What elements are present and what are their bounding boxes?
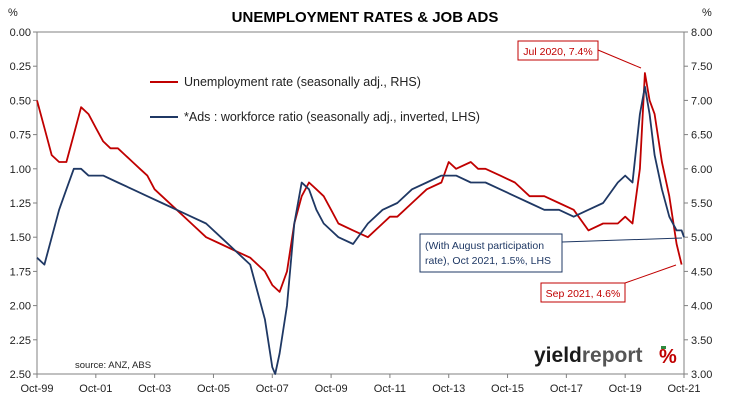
series-line-ads-workforce-ratio [36, 85, 685, 375]
left-tick-label: 1.50 [10, 232, 31, 244]
brand-word-report: report [582, 344, 643, 367]
series-line-unemployment-rate [36, 72, 683, 293]
left-tick-label: 1.00 [10, 164, 31, 176]
annotation-oct-2021: (With August participation rate), Oct 20… [419, 233, 683, 273]
brand-wordmark: yieldreport [534, 344, 643, 367]
brand-percent-accent [661, 346, 666, 349]
legend-label-unemployment: Unemployment rate (seasonally adj., RHS) [184, 75, 421, 89]
left-tick-label: 0.75 [10, 130, 31, 142]
annotation-line-1: (With August participation [425, 240, 544, 252]
annotation-text-oct-2021: (With August participation rate), Oct 20… [425, 240, 551, 267]
right-axis-unit: % [702, 7, 712, 19]
annotation-jul-2020: Jul 2020, 7.4% [517, 40, 642, 69]
brand-percent-icon: % [659, 346, 677, 368]
x-tick-label: Oct-07 [256, 383, 289, 395]
left-axis-unit: % [8, 7, 18, 19]
brand-word-yield: yield [534, 344, 582, 367]
x-tick-label: Oct-11 [374, 383, 406, 395]
right-tick-label: 3.50 [691, 335, 712, 347]
annotation-leader-oct-2021 [561, 237, 683, 243]
right-tick-label: 4.50 [691, 266, 712, 278]
x-tick-label: Oct-05 [197, 383, 230, 395]
annotation-sep-2021: Sep 2021, 4.6% [540, 264, 677, 303]
x-tick-label: Oct-01 [79, 383, 112, 395]
annotation-leader-jul-2020 [597, 49, 642, 69]
legend: Unemployment rate (seasonally adj., RHS)… [150, 75, 480, 124]
right-axis: 8.00 7.50 7.00 6.50 6.00 5.50 5.00 4.50 4.00 3.50… [684, 27, 712, 381]
right-tick-label: 8.00 [691, 27, 712, 39]
left-tick-label: 2.25 [10, 335, 31, 347]
source-note: source: ANZ, ABS [75, 360, 151, 371]
left-tick-label: 1.75 [10, 266, 31, 278]
right-tick-label: 6.50 [691, 130, 712, 142]
left-tick-label: 2.50 [10, 369, 31, 381]
annotation-box-sep-2021 [540, 282, 626, 303]
series-layer [36, 72, 685, 375]
annotation-line-2: rate), Oct 2021, 1.5%, LHS [425, 255, 551, 267]
right-tick-label: 5.50 [691, 198, 712, 210]
right-tick-label: 4.00 [691, 301, 712, 313]
x-tick-label: Oct-15 [491, 383, 524, 395]
x-tick-label: Oct-09 [315, 383, 348, 395]
x-tick-label: Oct-21 [667, 383, 700, 395]
x-tick-label: Oct-03 [138, 383, 171, 395]
chart-title: UNEMPLOYMENT RATES & JOB ADS [232, 9, 499, 26]
left-tick-label: 0.50 [10, 95, 31, 107]
annotation-box-jul-2020 [517, 40, 599, 61]
legend-label-ads-ratio: *Ads : workforce ratio (seasonally adj.,… [184, 110, 480, 124]
x-tick-label: Oct-13 [432, 383, 465, 395]
left-tick-label: 1.25 [10, 198, 31, 210]
annotation-leader-sep-2021 [624, 264, 677, 284]
right-tick-label: 7.50 [691, 61, 712, 73]
x-axis: Oct-99 Oct-01 Oct-03 Oct-05 Oct-07 Oct-09 Oct-… [20, 374, 701, 395]
annotation-box-oct-2021 [419, 233, 563, 273]
left-tick-label: 2.00 [10, 301, 31, 313]
x-tick-label: Oct-17 [550, 383, 583, 395]
right-tick-label: 7.00 [691, 95, 712, 107]
x-tick-label: Oct-99 [20, 383, 53, 395]
left-tick-label: 0.00 [10, 27, 31, 39]
left-axis: 0.00 0.25 0.50 0.75 1.00 1.25 1.50 1.75 2.00 2.25… [10, 27, 37, 381]
right-tick-label: 6.00 [691, 164, 712, 176]
x-tick-label: Oct-19 [609, 383, 642, 395]
annotation-text-sep-2021: Sep 2021, 4.6% [546, 288, 621, 300]
left-tick-label: 0.25 [10, 61, 31, 73]
brand-logo: yieldreport % [534, 344, 677, 368]
annotation-text-jul-2020: Jul 2020, 7.4% [523, 46, 592, 58]
right-tick-label: 5.00 [691, 232, 712, 244]
right-tick-label: 3.00 [691, 369, 712, 381]
